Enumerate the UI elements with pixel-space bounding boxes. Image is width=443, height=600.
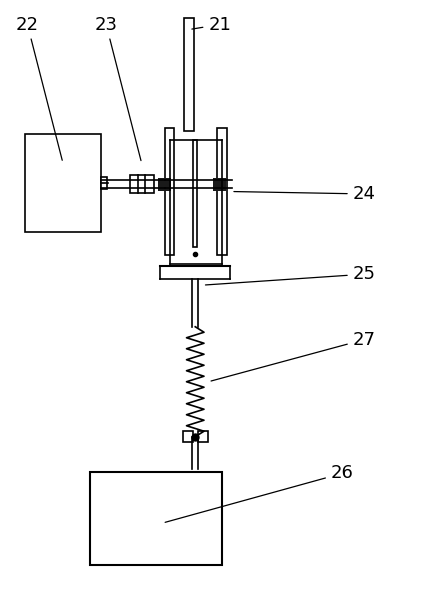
Text: 22: 22 [16,16,62,160]
Bar [183,431,193,442]
Text: 23: 23 [95,16,141,161]
Text: 27: 27 [211,331,376,381]
Bar [130,175,154,193]
Bar [217,128,227,256]
Bar [90,472,222,565]
Bar [158,178,171,191]
Text: 24: 24 [234,185,376,203]
Bar [213,178,226,191]
Text: 25: 25 [206,265,376,285]
Text: 26: 26 [165,464,354,523]
Text: 21: 21 [192,16,231,34]
Bar [193,140,198,247]
Bar [165,128,174,256]
Bar [198,431,207,442]
Bar [25,134,101,232]
Bar [184,17,194,131]
Bar [101,176,107,188]
